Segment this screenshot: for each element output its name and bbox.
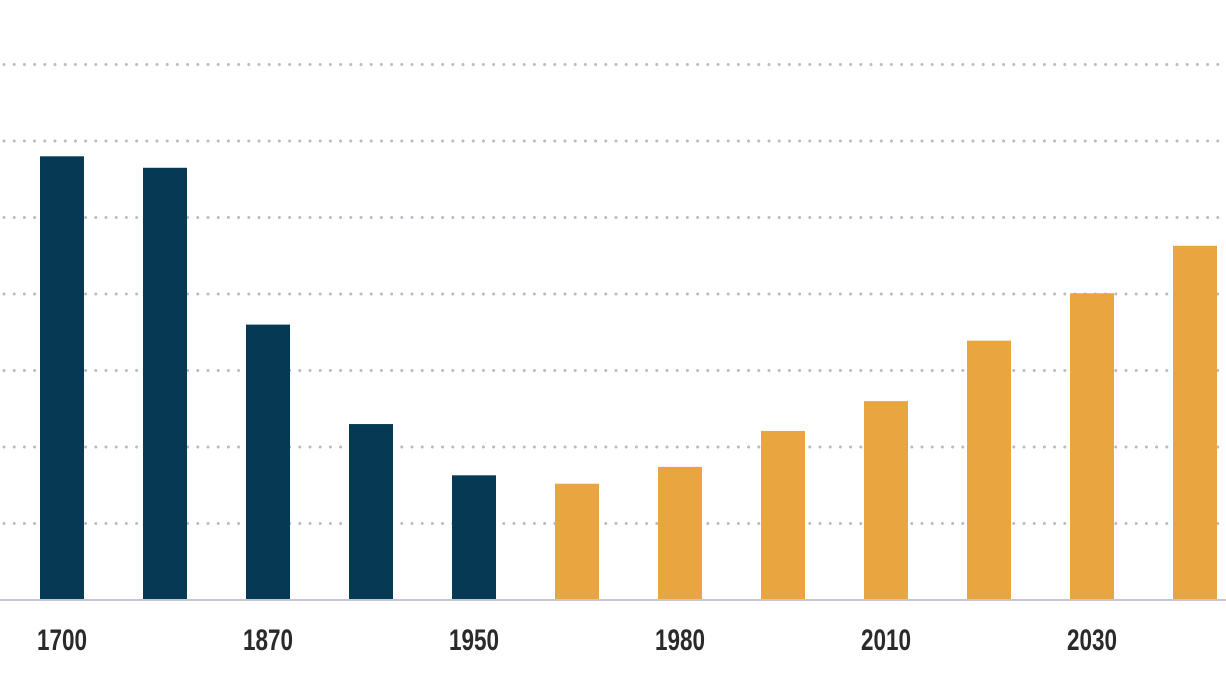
bar-10 (967, 340, 1011, 600)
x-tick-label: 2010 (861, 624, 911, 657)
bar-3 (246, 324, 290, 600)
x-tick-label: 2030 (1067, 624, 1117, 657)
bar-9 (864, 401, 908, 600)
x-tick-label: 1700 (37, 624, 87, 657)
bar-11 (1070, 293, 1114, 600)
bar-6 (555, 483, 599, 600)
bar-8 (761, 430, 805, 600)
bar-4 (349, 424, 393, 600)
gridlines (2, 63, 1226, 525)
bars (40, 156, 1217, 601)
bar-1 (40, 156, 84, 601)
x-tick-label: 1980 (655, 624, 705, 657)
bar-2 (143, 167, 187, 600)
bar-7 (658, 466, 702, 600)
x-axis-tick-labels: 1700 1870 1950 1980 2010 2030 (37, 624, 1117, 657)
x-tick-label: 1950 (449, 624, 499, 657)
bar-12 (1173, 245, 1217, 600)
x-tick-label: 1870 (243, 624, 293, 657)
bar-5 (452, 475, 496, 600)
